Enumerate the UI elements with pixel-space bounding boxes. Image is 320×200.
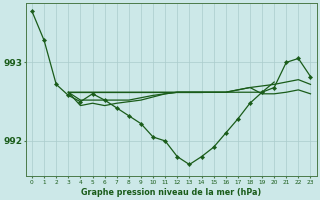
X-axis label: Graphe pression niveau de la mer (hPa): Graphe pression niveau de la mer (hPa)	[81, 188, 261, 197]
